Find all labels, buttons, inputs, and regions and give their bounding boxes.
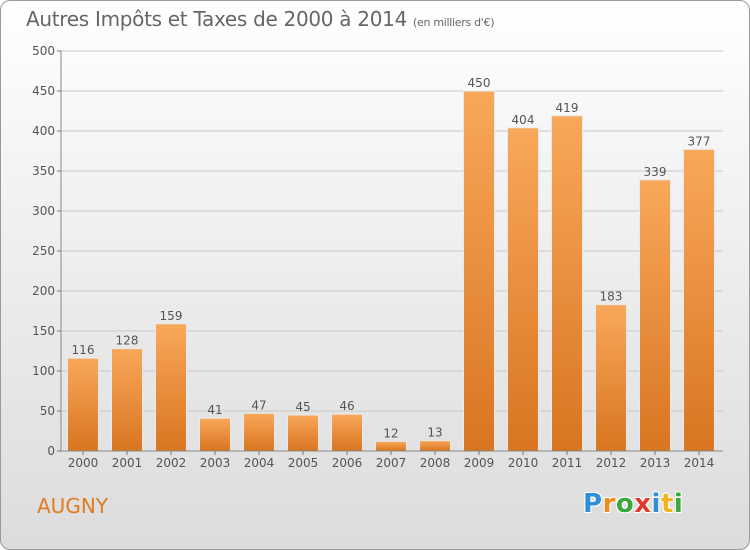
logo-letter: P (583, 489, 603, 519)
chart-title: Autres Impôts et Taxes de 2000 à 2014 (en… (26, 7, 494, 31)
bar-value-label: 450 (468, 76, 491, 90)
logo-letter: t (660, 489, 674, 519)
bar-2013 (639, 179, 671, 452)
logo-letter: r (602, 489, 616, 519)
y-tick-label: 0 (47, 444, 55, 458)
x-tick-label: 2006 (332, 456, 363, 470)
bar-value-label: 46 (339, 399, 354, 413)
y-tick-label: 450 (32, 84, 55, 98)
bar-value-label: 128 (116, 334, 139, 348)
y-tick-label: 400 (32, 124, 55, 138)
y-tick-label: 500 (32, 44, 55, 58)
bar-value-label: 404 (512, 113, 535, 127)
bar-2004 (243, 412, 275, 452)
bar-value-label: 116 (72, 343, 95, 357)
x-tick-label: 2009 (464, 456, 495, 470)
town-name: AUGNY (37, 494, 108, 518)
bar-2011 (551, 115, 583, 452)
bar-2006 (331, 413, 363, 452)
bars: 116 128 159 41 47 45 46 12 13 450 404 419 183 339 377 (67, 76, 715, 452)
x-tick-label: 2011 (552, 456, 583, 470)
x-tick-label: 2014 (684, 456, 715, 470)
x-tick-label: 2004 (244, 456, 275, 470)
logo-letter: i (673, 489, 684, 519)
bar-value-label: 159 (160, 309, 183, 323)
y-tick-label: 200 (32, 284, 55, 298)
x-tick-label: 2008 (420, 456, 451, 470)
x-tick-label: 2002 (156, 456, 187, 470)
bar-2014 (683, 148, 715, 452)
bar-2007 (375, 440, 407, 452)
bar-value-label: 45 (295, 400, 310, 414)
y-tick-label: 350 (32, 164, 55, 178)
bar-2010 (507, 127, 539, 452)
x-tick-label: 2000 (68, 456, 99, 470)
bar-2012 (595, 304, 627, 452)
bar-2008 (419, 440, 451, 452)
x-tick-label: 2003 (200, 456, 231, 470)
bar-value-label: 12 (383, 426, 398, 440)
y-tick-label: 300 (32, 204, 55, 218)
y-tick-label: 250 (32, 244, 55, 258)
y-tick-label: 150 (32, 324, 55, 338)
logo-letter: o (615, 489, 635, 519)
bar-2000 (67, 357, 99, 452)
x-tick-label: 2010 (508, 456, 539, 470)
y-tick-label: 50 (40, 404, 55, 418)
bar-value-label: 41 (207, 403, 222, 417)
bar-value-label: 47 (251, 398, 266, 412)
bar-value-label: 377 (688, 134, 711, 148)
chart-title-text: Autres Impôts et Taxes de 2000 à 2014 (26, 7, 407, 31)
y-tick-label: 100 (32, 364, 55, 378)
bar-2005 (287, 414, 319, 452)
unit-note: (en milliers d'€) (413, 16, 495, 29)
x-tick-label: 2012 (596, 456, 627, 470)
bar-2003 (199, 417, 231, 452)
bar-2002 (155, 323, 187, 452)
bar-2001 (111, 348, 143, 452)
bar-2009 (463, 90, 495, 452)
logo-letter: i (651, 489, 661, 519)
axes: 0 50 100 150 200 250 300 350 400 450 500 2000 2001 20… (32, 44, 723, 470)
bar-value-label: 419 (556, 101, 579, 115)
x-tick-label: 2001 (112, 456, 143, 470)
x-tick-label: 2013 (640, 456, 671, 470)
x-tick-label: 2005 (288, 456, 319, 470)
bar-value-label: 183 (600, 290, 623, 304)
bar-value-label: 339 (644, 165, 667, 179)
logo-letter: x (634, 489, 652, 519)
x-tick-label: 2007 (376, 456, 407, 470)
bar-value-label: 13 (427, 426, 442, 440)
proxiti-logo[interactable]: Proxiti (583, 489, 683, 519)
